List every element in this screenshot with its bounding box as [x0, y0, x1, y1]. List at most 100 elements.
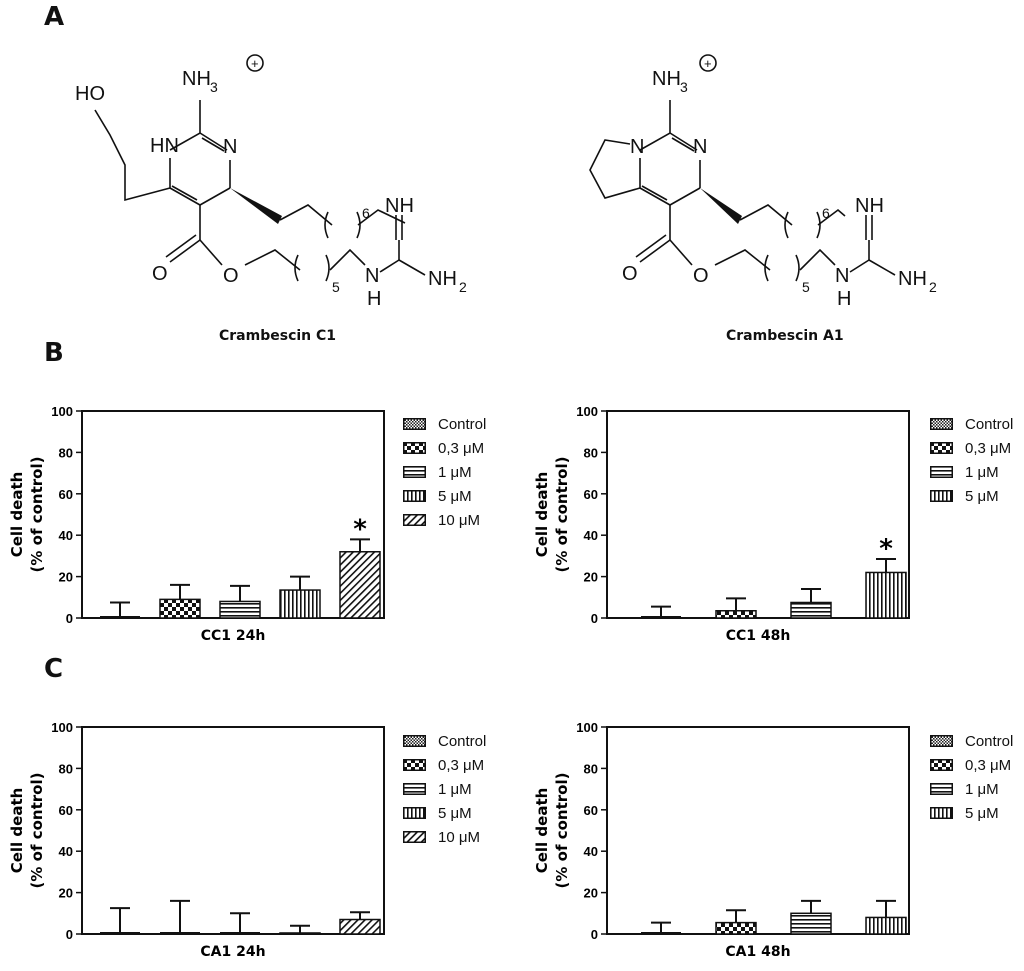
plot-frame — [81, 410, 385, 619]
n-label: N — [223, 136, 237, 158]
x-axis-label: CA1 24h — [200, 944, 265, 960]
legend-cc1-24h: Control 0,3 μM 1 μM 5 μM 10 μM — [403, 412, 486, 532]
chain-subscript-6: 6 — [822, 205, 830, 221]
legend-swatch — [403, 831, 426, 843]
legend-label: 0,3 μM — [438, 756, 485, 774]
plot-frame — [606, 410, 910, 619]
legend-label: 5 μM — [965, 487, 999, 505]
legend-item: 10 μM — [403, 825, 486, 849]
y-tick-label: 100 — [576, 404, 598, 419]
bar — [339, 551, 381, 619]
legend-item: Control — [930, 729, 1013, 753]
significance-marker: * — [353, 514, 367, 544]
y-axis-label-line2: (% of control) — [28, 457, 46, 573]
nh2-subscript: 2 — [459, 279, 467, 295]
hn-label: HN — [150, 135, 179, 157]
y-axis-label-line2: (% of control) — [28, 773, 46, 889]
legend-item: 5 μM — [403, 801, 486, 825]
legend-item: 1 μM — [403, 777, 486, 801]
amine-n-label: N — [835, 265, 849, 287]
y-tick-label: 20 — [59, 886, 73, 901]
amine-h-label: H — [367, 288, 381, 310]
legend-item: 5 μM — [403, 484, 486, 508]
legend-label: Control — [438, 415, 487, 433]
y-tick-label: 60 — [584, 803, 598, 818]
legend-label: 1 μM — [965, 780, 999, 798]
ho-label: HO — [75, 83, 105, 105]
y-axis-label-line1: Cell death — [533, 788, 551, 874]
y-tick-label: 20 — [584, 570, 598, 585]
legend-swatch — [403, 418, 426, 430]
legend-label: 1 μM — [438, 780, 472, 798]
imine-nh-label: NH — [855, 195, 884, 217]
imine-nh-label: NH — [385, 195, 414, 217]
legend-cc1-48h: Control 0,3 μM 1 μM 5 μM — [930, 412, 1013, 508]
y-tick-label: 60 — [59, 487, 73, 502]
y-tick-label: 60 — [584, 487, 598, 502]
legend-label: 0,3 μM — [438, 439, 485, 457]
chain-subscript-5: 5 — [332, 279, 340, 295]
legend-label: Control — [965, 415, 1014, 433]
structure-name-ca1: Crambescin A1 — [726, 328, 844, 344]
legend-swatch — [930, 466, 953, 478]
nh2-label: NH — [428, 268, 457, 290]
bar — [790, 912, 832, 935]
legend-item: 5 μM — [930, 801, 1013, 825]
bar — [790, 601, 832, 619]
y-tick-label: 60 — [59, 803, 73, 818]
legend-swatch — [930, 759, 953, 771]
legend-item: 1 μM — [930, 460, 1013, 484]
bar — [159, 598, 201, 619]
legend-swatch — [403, 490, 426, 502]
legend-swatch — [403, 442, 426, 454]
legend-label: 5 μM — [438, 804, 472, 822]
carbonyl-o-label: O — [622, 263, 638, 285]
legend-item: Control — [403, 412, 486, 436]
legend-label: 10 μM — [438, 828, 480, 846]
nh3-subscript: 3 — [680, 79, 688, 95]
nh2-label: NH — [898, 268, 927, 290]
y-tick-label: 100 — [51, 404, 73, 419]
legend-label: 5 μM — [965, 804, 999, 822]
legend-swatch — [403, 735, 426, 747]
y-tick-label: 40 — [584, 844, 598, 859]
bar — [715, 610, 757, 619]
x-axis-label: CA1 48h — [725, 944, 790, 960]
chain-subscript-6: 6 — [362, 205, 370, 221]
bar — [865, 571, 907, 619]
legend-label: 0,3 μM — [965, 439, 1012, 457]
legend-swatch — [403, 514, 426, 526]
nh3-subscript: 3 — [210, 79, 218, 95]
amine-n-label: N — [365, 265, 379, 287]
positive-charge: + — [704, 56, 712, 71]
legend-item: 0,3 μM — [403, 753, 486, 777]
chart-cc1-48h: 0 20 40 60 80 100 Cell death (% of control) CC1 … — [533, 404, 910, 644]
y-tick-label: 80 — [59, 445, 73, 460]
x-axis-label: CC1 48h — [726, 628, 791, 644]
y-tick-label: 0 — [591, 927, 598, 942]
legend-swatch — [403, 466, 426, 478]
legend-item: 0,3 μM — [930, 753, 1013, 777]
ring-n-label: N — [630, 136, 644, 158]
legend-label: 1 μM — [438, 463, 472, 481]
legend-label: Control — [438, 732, 487, 750]
legend-item: 5 μM — [930, 484, 1013, 508]
legend-label: Control — [965, 732, 1014, 750]
legend-swatch — [930, 418, 953, 430]
legend-ca1-24h: Control 0,3 μM 1 μM 5 μM 10 μM — [403, 729, 486, 849]
bar — [219, 600, 261, 619]
panel-label-a: A — [44, 2, 65, 32]
bar — [279, 589, 321, 619]
panel-label-b: B — [44, 338, 64, 368]
plot-frame — [606, 726, 910, 935]
chart-ca1-48h: 0 20 40 60 80 100 Cell death (% of control) CA1 … — [533, 720, 910, 960]
positive-charge: + — [251, 56, 259, 71]
y-tick-label: 20 — [59, 570, 73, 585]
carbonyl-o-label: O — [152, 263, 168, 285]
x-axis-label: CC1 24h — [201, 628, 266, 644]
y-tick-label: 0 — [591, 611, 598, 626]
nh3-label: NH — [182, 68, 211, 90]
legend-item: 1 μM — [403, 460, 486, 484]
chart-ca1-24h: 0 20 40 60 80 100 Cell death (% of control) CA1 … — [8, 720, 385, 960]
y-tick-label: 80 — [584, 761, 598, 776]
